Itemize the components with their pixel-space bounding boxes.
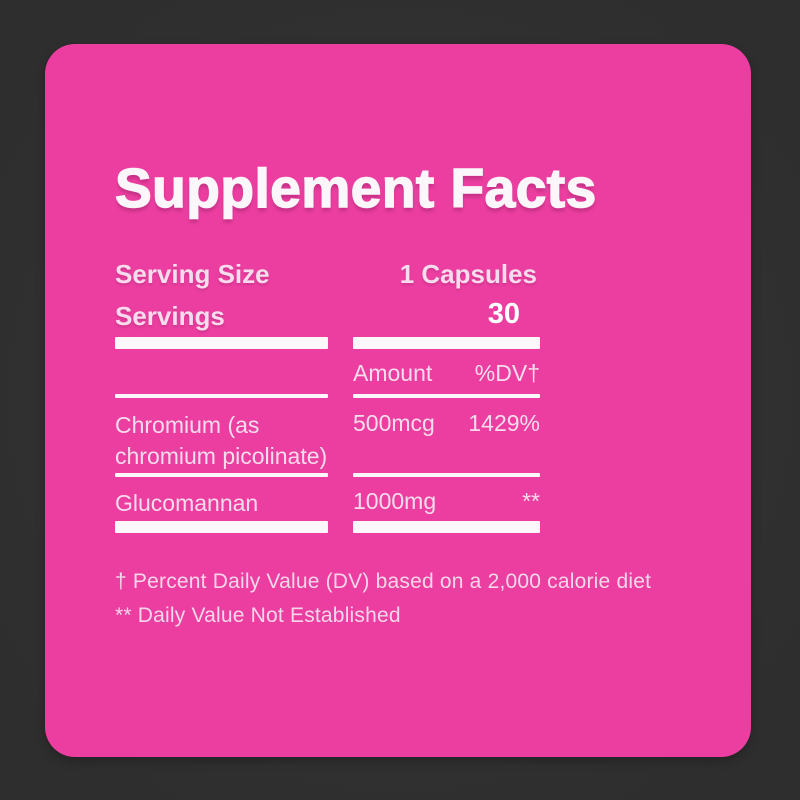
serving-size-value: 1 Capsules 30 — [353, 259, 540, 331]
supplement-facts-title: Supplement Facts — [114, 156, 597, 220]
table-row-values: 500mcg 1429% — [353, 410, 540, 437]
divider-thin-left-1 — [115, 394, 328, 398]
nutrient-dv-chromium: 1429% — [468, 410, 540, 436]
table-row: Glucomannan — [115, 488, 328, 519]
divider-thick-left-top — [115, 337, 328, 349]
servings-label: Servings — [115, 301, 225, 331]
divider-thin-right-2 — [353, 473, 540, 477]
divider-thin-right-1 — [353, 394, 540, 398]
divider-thick-right-bottom — [353, 521, 540, 533]
supplement-facts-card: Supplement Facts Serving Size Servings 1… — [45, 44, 751, 757]
nutrient-dv-glucomannan: ** — [522, 488, 540, 514]
table-row-values: 1000mg ** — [353, 488, 540, 515]
nutrient-name-chromium: Chromium (as chromium picolinate) — [115, 412, 328, 469]
nutrient-amount-glucomannan: 1000mg — [353, 488, 437, 514]
serving-size-label: Serving Size Servings — [115, 259, 328, 332]
dv-footnote: † Percent Daily Value (DV) based on a 2,… — [115, 570, 652, 593]
footnotes: † Percent Daily Value (DV) based on a 2,… — [115, 565, 735, 632]
divider-thick-right-top — [353, 337, 540, 349]
table-row: Chromium (as chromium picolinate) — [115, 410, 328, 472]
nutrient-amount-chromium: 500mcg — [353, 410, 435, 436]
servings-count-value: 30 — [487, 298, 520, 330]
amount-column-header: Amount — [353, 360, 433, 386]
divider-thin-left-2 — [115, 473, 328, 477]
dv-column-header: %DV† — [474, 360, 540, 386]
not-established-footnote: ** Daily Value Not Established — [115, 603, 401, 627]
divider-thick-left-bottom — [115, 521, 328, 533]
table-header-row: Amount %DV† — [353, 360, 540, 387]
nutrient-name-glucomannan: Glucomannan — [115, 490, 259, 516]
